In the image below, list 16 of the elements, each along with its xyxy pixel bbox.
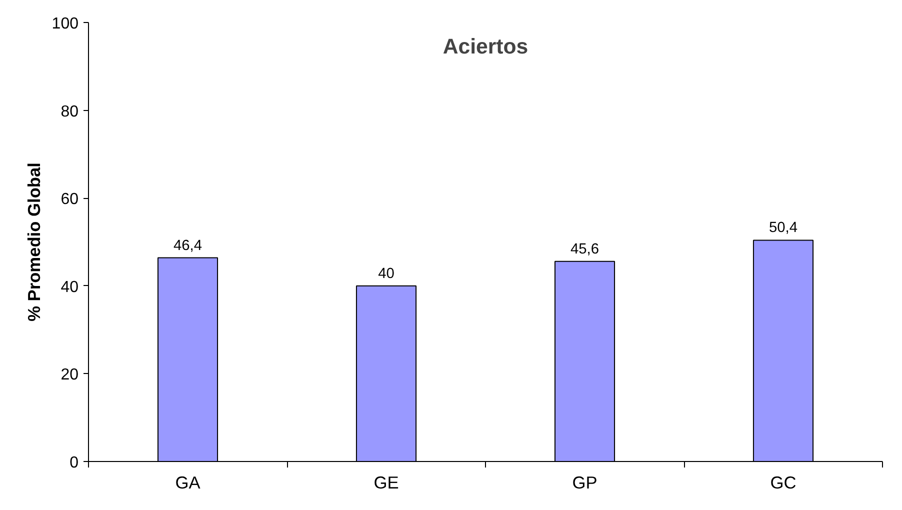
data-label: 46,4 xyxy=(173,238,202,254)
data-label: 50,4 xyxy=(768,220,798,236)
x-tick-label: GC xyxy=(770,472,796,492)
y-tick-label: 100 xyxy=(52,16,79,32)
y-tick-label: 0 xyxy=(70,454,79,472)
y-tick-label: 80 xyxy=(60,103,79,120)
y-axis-title: % Promedio Global xyxy=(24,162,44,322)
text: Aciertos xyxy=(442,34,528,58)
x-tick-label: GP xyxy=(572,472,598,492)
y-tick-label: 20 xyxy=(60,366,79,384)
y-tick-label: 60 xyxy=(60,191,79,208)
x-tick-label: GE xyxy=(374,472,399,492)
data-label: 40 xyxy=(378,266,394,282)
data-label: 45,6 xyxy=(570,241,600,258)
x-tick-label: GA xyxy=(175,472,201,492)
y-tick-label: 40 xyxy=(60,278,79,296)
